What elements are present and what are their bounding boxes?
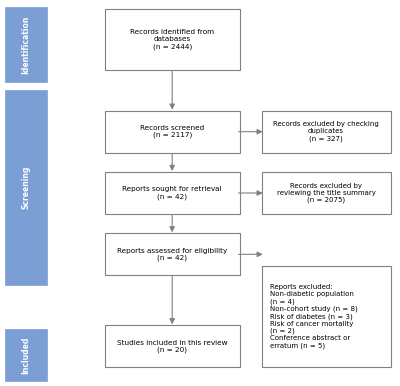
Text: Studies included in this review
(n = 20): Studies included in this review (n = 20) <box>117 340 228 353</box>
Text: Screening: Screening <box>22 166 31 209</box>
FancyBboxPatch shape <box>262 111 391 153</box>
FancyBboxPatch shape <box>105 111 240 153</box>
FancyBboxPatch shape <box>105 325 240 367</box>
Text: Records excluded by
reviewing the title summary
(n = 2075): Records excluded by reviewing the title … <box>277 183 376 203</box>
Text: Reports sought for retrieval
(n = 42): Reports sought for retrieval (n = 42) <box>122 186 222 200</box>
Text: Records screened
(n = 2117): Records screened (n = 2117) <box>140 125 204 139</box>
FancyBboxPatch shape <box>5 329 47 381</box>
FancyBboxPatch shape <box>5 90 47 285</box>
FancyBboxPatch shape <box>262 172 391 214</box>
FancyBboxPatch shape <box>105 9 240 70</box>
FancyBboxPatch shape <box>105 233 240 275</box>
Text: Records excluded by checking
duplicates
(n = 327): Records excluded by checking duplicates … <box>273 122 379 142</box>
FancyBboxPatch shape <box>105 172 240 214</box>
Text: Reports excluded:
Non-diabetic population
(n = 4)
Non-cohort study (n = 8)
Risk : Reports excluded: Non-diabetic populatio… <box>270 284 358 349</box>
Text: Records identified from
databases
(n = 2444): Records identified from databases (n = 2… <box>130 29 214 50</box>
Text: Identification: Identification <box>22 15 31 74</box>
Text: Included: Included <box>22 336 31 374</box>
FancyBboxPatch shape <box>262 266 391 367</box>
FancyBboxPatch shape <box>5 7 47 82</box>
Text: Reports assessed for eligibility
(n = 42): Reports assessed for eligibility (n = 42… <box>117 247 227 261</box>
